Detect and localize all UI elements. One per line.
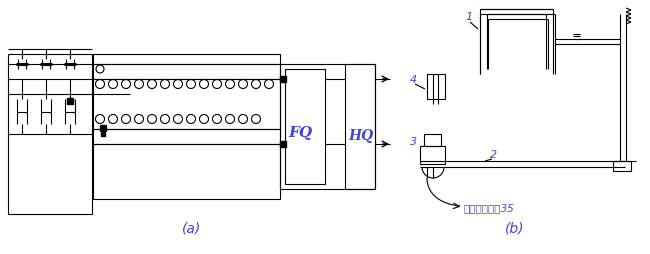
Bar xyxy=(420,146,445,164)
Bar xyxy=(613,161,631,171)
Text: FQ: FQ xyxy=(288,125,312,139)
Text: (b): (b) xyxy=(505,221,525,235)
Bar xyxy=(280,65,375,189)
Text: 去传感器插制35: 去传感器插制35 xyxy=(463,202,514,212)
Bar xyxy=(285,70,325,184)
Text: 2: 2 xyxy=(490,149,497,159)
Text: (a): (a) xyxy=(183,221,202,235)
Bar xyxy=(424,134,441,146)
Bar xyxy=(93,55,280,199)
Text: 3: 3 xyxy=(410,136,417,146)
Bar xyxy=(345,65,375,189)
Text: 4: 4 xyxy=(410,75,417,85)
Bar xyxy=(427,75,445,100)
Text: 1: 1 xyxy=(465,12,472,22)
Text: HQ: HQ xyxy=(348,129,373,142)
